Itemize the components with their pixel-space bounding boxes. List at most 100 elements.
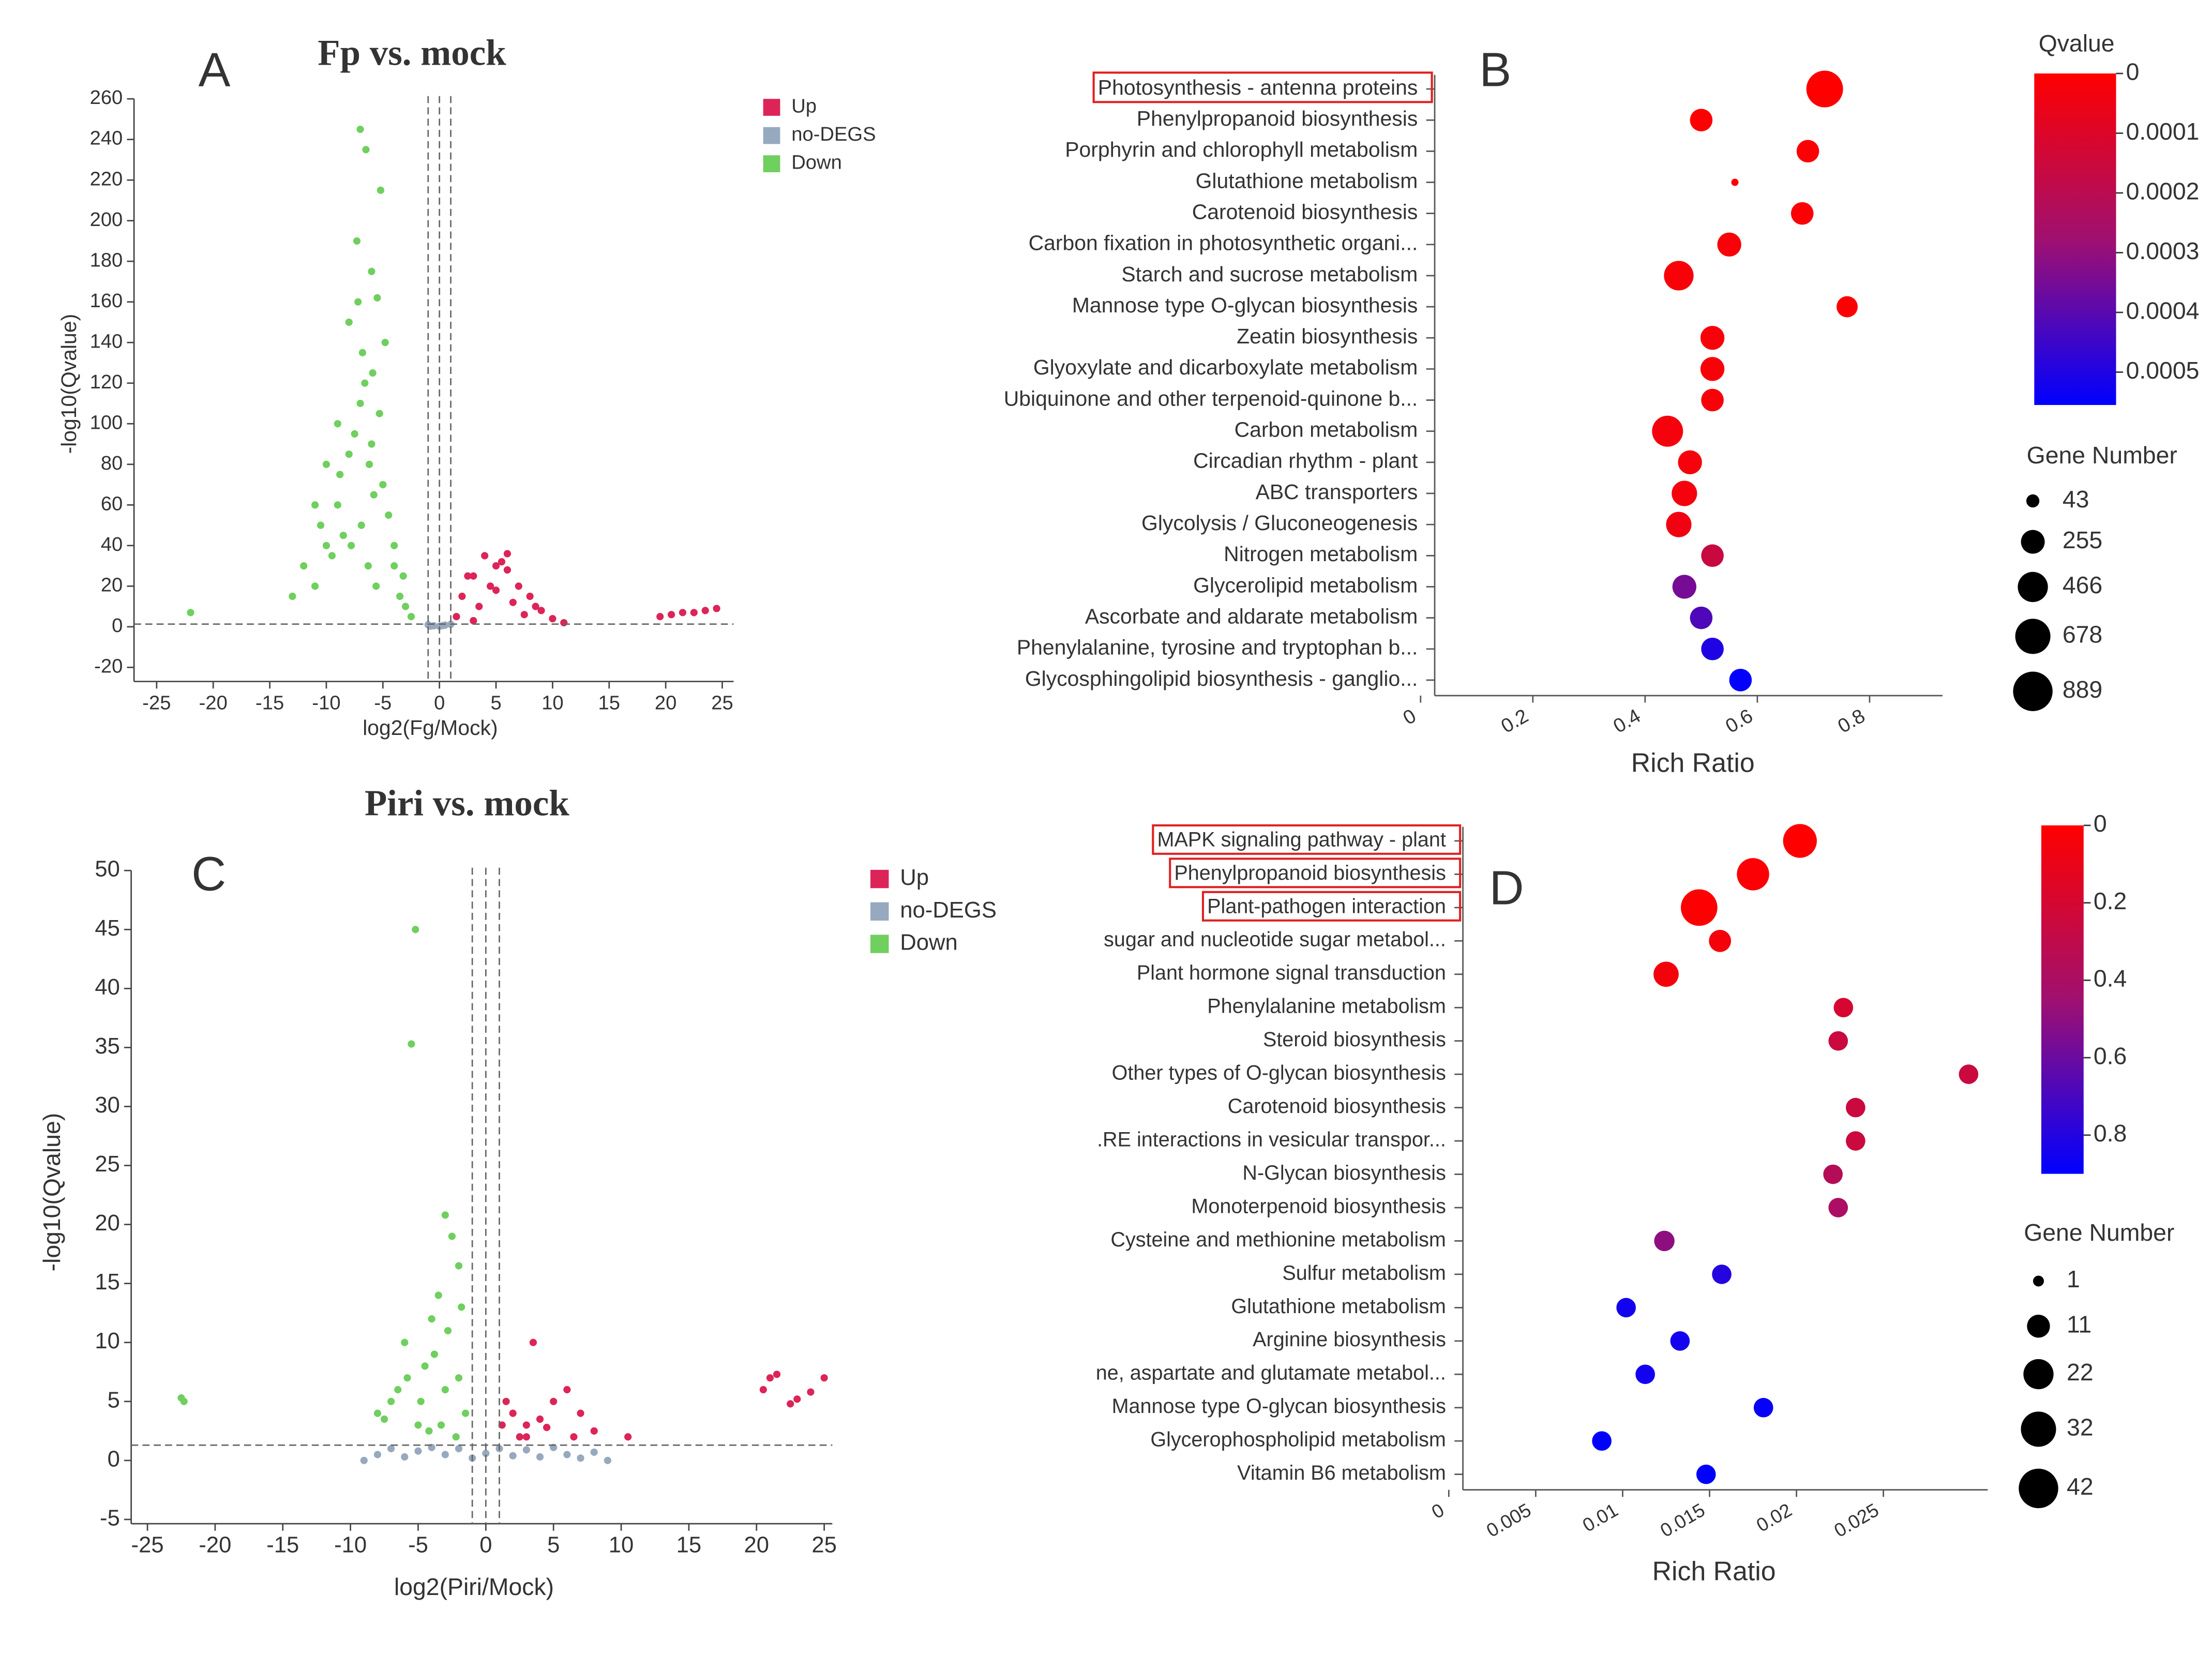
legend-label: Down xyxy=(791,152,842,174)
point xyxy=(441,1386,449,1394)
point xyxy=(503,550,511,558)
bubble xyxy=(1681,889,1718,926)
point xyxy=(624,1433,632,1441)
x-tick-label: 0.01 xyxy=(1579,1499,1622,1536)
point xyxy=(537,607,545,614)
bubble xyxy=(1696,1464,1716,1484)
bubble xyxy=(1709,929,1732,952)
bubble xyxy=(1700,326,1725,350)
bubble xyxy=(1701,637,1724,660)
colorbar-tick-label: 0.0001 xyxy=(2126,118,2200,145)
point xyxy=(509,1452,517,1460)
category-label: Starch and sucrose metabolism xyxy=(1121,262,1418,286)
legend-swatch xyxy=(870,902,889,921)
x-tick-label: 0 xyxy=(1400,704,1420,729)
point xyxy=(759,1386,767,1394)
point xyxy=(773,1371,781,1378)
x-axis-label: log2(Piri/Mock) xyxy=(394,1573,554,1600)
point xyxy=(550,1397,558,1405)
point xyxy=(679,609,687,616)
y-tick-label: 260 xyxy=(90,86,123,109)
size-legend-circle xyxy=(2018,571,2048,603)
highlight-box xyxy=(1152,824,1462,855)
bubble xyxy=(1672,575,1696,599)
bubble xyxy=(1837,296,1858,318)
category-label: Sulfur metabolism xyxy=(1282,1261,1446,1284)
point xyxy=(522,1421,530,1429)
bubble xyxy=(1690,606,1713,629)
point xyxy=(787,1400,794,1408)
highlight-box xyxy=(1092,71,1433,103)
point xyxy=(362,146,370,154)
legend-label: Down xyxy=(900,930,958,955)
x-tick-label: 25 xyxy=(711,691,733,714)
category-label: Nitrogen metabolism xyxy=(1224,542,1418,566)
point xyxy=(563,1451,571,1458)
x-tick-label: 0 xyxy=(434,691,445,714)
size-legend-label: 43 xyxy=(2063,486,2089,513)
category-label: Phenylpropanoid biosynthesis xyxy=(1137,107,1418,130)
x-tick-label: 0.4 xyxy=(1609,704,1644,738)
bubble xyxy=(1959,1064,1979,1084)
category-label: Steroid biosynthesis xyxy=(1263,1028,1446,1051)
point xyxy=(373,294,381,302)
legend-label: Up xyxy=(791,95,817,117)
point xyxy=(311,501,319,509)
point xyxy=(470,617,477,625)
size-legend-label: 466 xyxy=(2063,571,2102,598)
point xyxy=(522,1433,530,1441)
y-tick-label: -20 xyxy=(94,655,123,677)
point xyxy=(334,501,341,509)
point xyxy=(455,1445,463,1453)
point xyxy=(437,1421,445,1429)
point xyxy=(347,541,355,549)
bubble xyxy=(1731,178,1739,186)
y-tick-label: 140 xyxy=(90,330,123,352)
y-tick-label: 180 xyxy=(90,249,123,271)
point xyxy=(481,552,489,560)
y-tick-label: 0 xyxy=(112,614,123,637)
bubble xyxy=(1666,511,1692,537)
point xyxy=(713,605,720,612)
bubble xyxy=(1712,1265,1732,1284)
x-tick-label: 0.6 xyxy=(1722,704,1756,738)
panel-label: C xyxy=(191,847,226,900)
point xyxy=(394,1386,402,1394)
colorbar-tick-label: 0.0002 xyxy=(2126,177,2200,204)
category-label: Mannose type O-glycan biosynthesis xyxy=(1112,1395,1446,1418)
point xyxy=(536,1453,544,1461)
x-tick-label: 5 xyxy=(547,1532,560,1557)
y-tick-label: 20 xyxy=(101,574,123,596)
point xyxy=(498,1421,506,1429)
point xyxy=(353,237,361,245)
legend-label: Up xyxy=(900,865,929,890)
category-label: Cysteine and methionine metabolism xyxy=(1110,1228,1446,1251)
x-tick-label: -25 xyxy=(131,1532,164,1557)
category-label: ne, aspartate and glutamate metabol... xyxy=(1096,1362,1446,1385)
point xyxy=(439,622,447,629)
bubble xyxy=(1690,109,1713,132)
point xyxy=(377,186,385,194)
category-label: Glutathione metabolism xyxy=(1196,169,1418,192)
point xyxy=(590,1427,598,1435)
y-tick-label: 120 xyxy=(90,371,123,393)
category-label: Vitamin B6 metabolism xyxy=(1237,1462,1446,1484)
point xyxy=(180,1397,188,1405)
point xyxy=(509,1409,517,1417)
bubble xyxy=(1670,1331,1690,1351)
category-label: Carbon metabolism xyxy=(1235,418,1418,442)
point xyxy=(390,541,398,549)
panel-label: B xyxy=(1479,43,1511,97)
point xyxy=(441,1451,449,1458)
bubble xyxy=(1729,669,1752,691)
category-label: Carotenoid biosynthesis xyxy=(1192,200,1418,223)
point xyxy=(820,1374,828,1382)
point xyxy=(492,586,500,594)
x-tick-label: 25 xyxy=(811,1532,837,1557)
point xyxy=(464,572,472,580)
point xyxy=(354,298,362,306)
legend-label: no-DEGS xyxy=(900,897,997,923)
point xyxy=(357,521,365,529)
bubble xyxy=(1783,824,1817,858)
point xyxy=(563,1386,571,1394)
